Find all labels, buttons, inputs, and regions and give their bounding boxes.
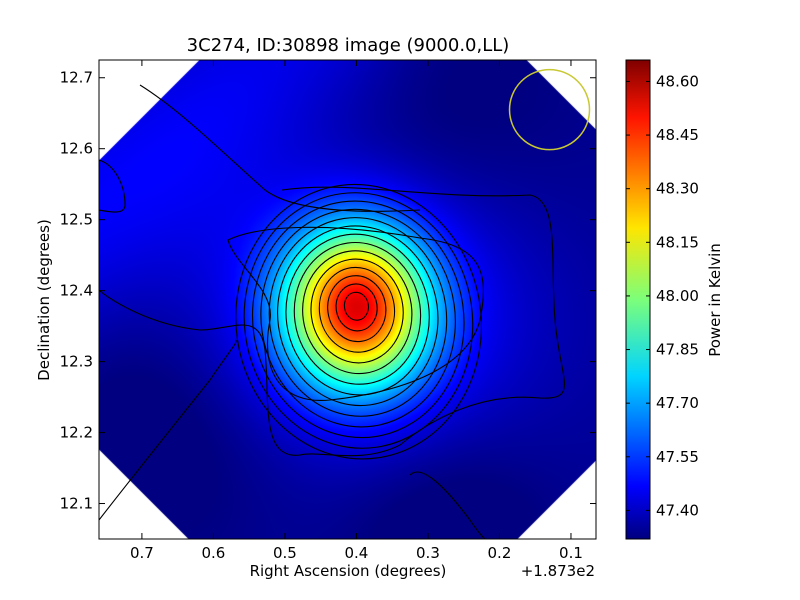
contour-lines: [99, 84, 565, 539]
colorbar-tick-label: 48.60: [656, 72, 699, 90]
contour-ring: [335, 283, 378, 332]
y-axis-label: Declination (degrees): [35, 219, 53, 381]
contour-line: [409, 471, 486, 539]
colorbar-label: Power in Kelvin: [706, 243, 724, 357]
contour-ring: [235, 183, 482, 460]
contour-ring: [310, 258, 404, 364]
contour-ring: [327, 275, 387, 343]
colorbar: [625, 59, 651, 540]
x-tick-label: 0.6: [201, 544, 225, 562]
colorbar-tick-label: 48.15: [656, 233, 699, 251]
contour-ring: [318, 266, 396, 353]
colorbar-tick-label: 47.40: [656, 501, 699, 519]
contour-line: [139, 84, 421, 212]
y-tick-label: 12.1: [60, 495, 93, 513]
y-tick-label: 12.4: [60, 282, 93, 300]
x-tick-label: 0.7: [130, 544, 154, 562]
contour-ring: [268, 217, 448, 417]
y-tick-label: 12.2: [60, 424, 93, 442]
chart-title: 3C274, ID:30898 image (9000.0,LL): [187, 35, 510, 56]
colorbar-tick-label: 48.00: [656, 287, 699, 305]
colorbar-ticks: 47.40 47.55 47.70 47.85 48.00 48.15 48.30 48.45…: [626, 72, 699, 519]
contour-ring: [251, 200, 465, 439]
contour-ring: [243, 192, 474, 449]
contour-ring: [277, 225, 439, 407]
x-axis-ticks: 0.7 0.6 0.5 0.4 0.3 0.2 0.1: [130, 60, 583, 562]
y-tick-label: 12.7: [60, 69, 93, 87]
y-tick-label: 12.3: [60, 353, 93, 371]
contour-ring: [302, 250, 413, 375]
y-tick-label: 12.5: [60, 211, 93, 229]
plot-frame: [98, 59, 597, 540]
y-axis-ticks: 12.1 12.2 12.3 12.4 12.5 12.6 12.7: [60, 69, 596, 513]
x-axis-label: Right Ascension (degrees): [250, 562, 447, 580]
x-tick-label: 0.2: [488, 544, 512, 562]
contour-ring: [293, 241, 422, 385]
contour-ring: [343, 291, 370, 321]
y-tick-label: 12.6: [60, 140, 93, 158]
contour-line: [99, 186, 565, 457]
colorbar-tick-label: 47.85: [656, 341, 699, 359]
x-tick-label: 0.5: [273, 544, 297, 562]
x-tick-label: 0.1: [559, 544, 583, 562]
x-tick-label: 0.4: [345, 544, 369, 562]
beam-circle: [508, 68, 591, 151]
colorbar-tick-label: 47.70: [656, 394, 699, 412]
colorbar-tick-label: 48.30: [656, 180, 699, 198]
contour-line: [99, 339, 237, 521]
x-tick-label: 0.3: [416, 544, 440, 562]
colorbar-tick-label: 47.55: [656, 448, 699, 466]
heatmap-image: [99, 60, 596, 539]
contour-line: [227, 226, 484, 401]
colorbar-tick-label: 48.45: [656, 126, 699, 144]
x-offset-label: +1.873e2: [521, 562, 595, 580]
contour-line: [99, 159, 126, 213]
